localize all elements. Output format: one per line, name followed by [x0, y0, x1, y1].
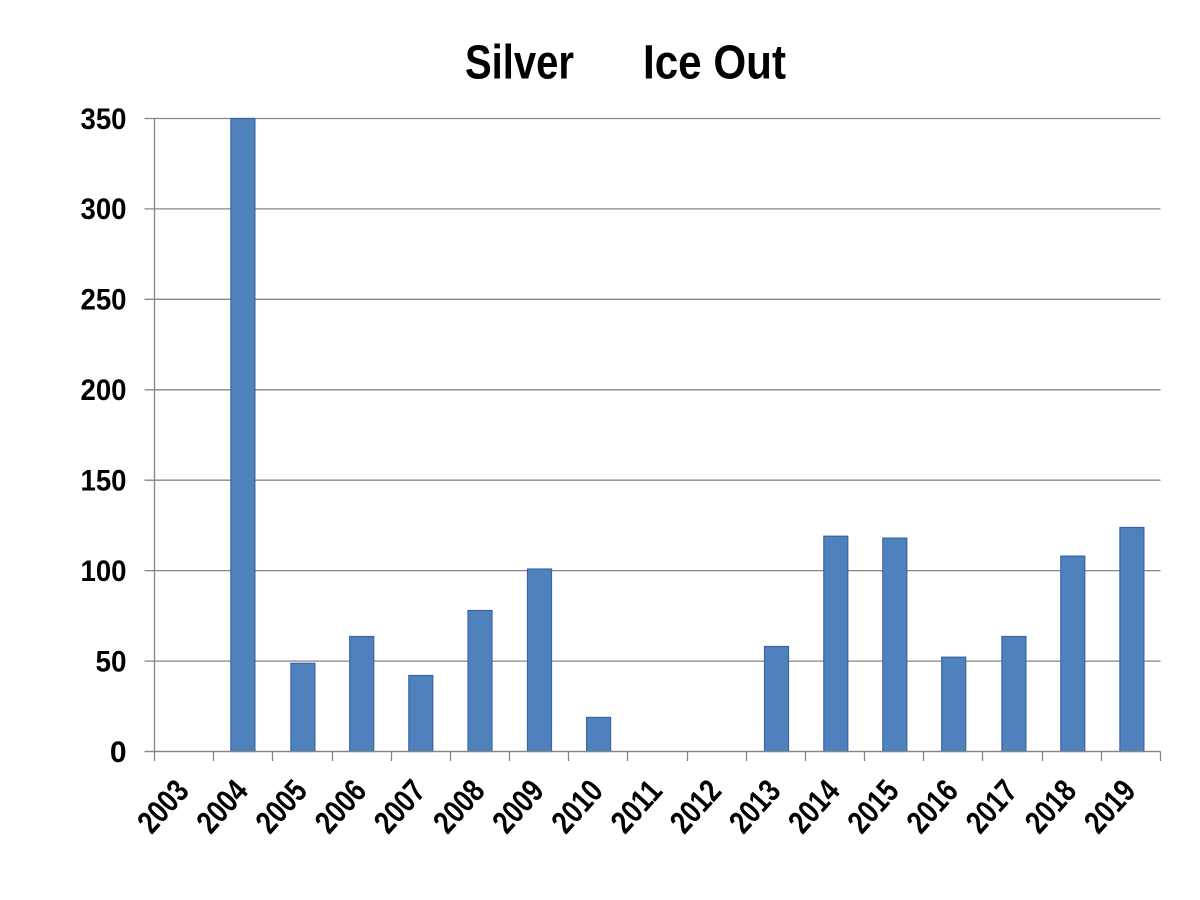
svg-text:50: 50: [96, 645, 127, 678]
svg-text:Silver: Silver: [465, 37, 574, 90]
svg-text:300: 300: [81, 193, 127, 226]
svg-text:250: 250: [81, 284, 127, 317]
svg-text:350: 350: [81, 103, 127, 136]
svg-text:150: 150: [81, 465, 127, 498]
svg-text:Ice Out: Ice Out: [643, 37, 786, 90]
svg-text:200: 200: [81, 374, 127, 407]
svg-text:0: 0: [110, 736, 127, 769]
svg-text:100: 100: [81, 555, 127, 588]
